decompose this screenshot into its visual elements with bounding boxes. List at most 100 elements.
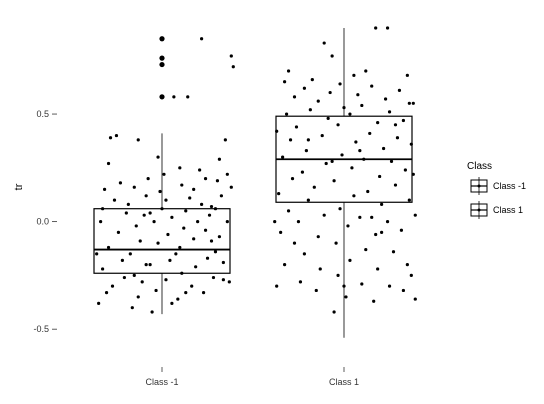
jitter-point — [132, 273, 136, 278]
jitter-point — [284, 112, 289, 116]
jitter-point — [130, 306, 134, 310]
jitter-point — [186, 95, 190, 99]
jitter-point — [148, 211, 152, 215]
jitter-point — [346, 224, 350, 228]
jitter-point — [144, 263, 148, 267]
jitter-point — [101, 207, 105, 211]
jitter-point — [97, 301, 101, 305]
jitter-point — [188, 196, 192, 200]
jitter-point — [290, 176, 295, 181]
jitter-point — [182, 226, 186, 230]
jitter-point — [168, 258, 172, 262]
jitter-point — [312, 185, 316, 189]
outlier-point — [159, 36, 165, 42]
jitter-point — [310, 78, 314, 82]
jitter-point — [126, 202, 130, 207]
jitter-point — [387, 110, 392, 114]
jitter-point — [370, 84, 374, 88]
jitter-point — [170, 215, 174, 219]
jitter-point — [205, 256, 210, 260]
jitter-point — [403, 168, 407, 172]
jitter-point — [302, 86, 306, 90]
jitter-point — [227, 280, 231, 284]
x-tick-label: Class -1 — [145, 377, 178, 387]
box-class-neg1 — [93, 208, 231, 274]
jitter-point — [176, 297, 180, 301]
jitter-point — [376, 121, 380, 125]
jitter-point — [142, 213, 146, 217]
jitter-point — [360, 103, 364, 108]
jitter-point — [152, 220, 156, 224]
jitter-point — [229, 54, 233, 58]
jitter-point — [336, 273, 340, 278]
jitter-point — [372, 299, 376, 303]
jitter-point — [288, 138, 293, 142]
jitter-point — [328, 90, 332, 95]
outlier-point — [159, 61, 165, 68]
jitter-point — [292, 95, 297, 99]
jitter-point — [200, 202, 204, 207]
jitter-point — [213, 250, 218, 254]
jitter-point — [144, 194, 148, 198]
jitter-point — [380, 230, 384, 234]
jitter-point — [304, 149, 308, 153]
jitter-point — [378, 174, 382, 179]
jitter-point — [108, 136, 113, 140]
jitter-point — [221, 278, 225, 282]
legend: Class Class -1 Class 1 — [467, 161, 526, 219]
jitter-point — [273, 220, 277, 224]
jitter-point — [198, 168, 202, 172]
jitter-point — [231, 65, 235, 69]
jitter-point — [286, 209, 291, 213]
jitter-point — [314, 288, 318, 293]
jitter-point — [150, 310, 154, 314]
jitter-point — [348, 258, 352, 262]
jitter-point — [184, 291, 188, 295]
jitter-point — [294, 125, 299, 129]
jitter-point — [340, 153, 344, 157]
x-axis: Class -1 Class 1 — [145, 367, 359, 387]
jitter-point — [196, 220, 200, 224]
jitter-point — [387, 284, 392, 288]
jitter-point — [106, 245, 111, 250]
jitter-point — [334, 241, 338, 245]
jitter-point — [352, 73, 356, 77]
jitter-point — [401, 118, 405, 123]
jitter-point — [217, 235, 222, 239]
plot-area — [93, 26, 417, 338]
jitter-point — [154, 288, 158, 293]
jitter-point — [358, 149, 362, 153]
jitter-point — [124, 211, 128, 215]
jitter-point — [336, 123, 340, 127]
jitter-point — [320, 133, 324, 138]
legend-key-point — [477, 208, 481, 212]
jitter-point — [364, 69, 368, 73]
jitter-point — [148, 263, 152, 267]
jitter-point — [385, 220, 390, 224]
jitter-point — [322, 213, 326, 217]
jitter-point — [391, 250, 396, 254]
jitter-point — [316, 235, 320, 239]
jitter-point — [409, 142, 413, 146]
jitter-point — [352, 194, 356, 198]
jitter-point — [413, 297, 417, 301]
jitter-point — [122, 275, 126, 280]
jitter-point — [342, 284, 346, 288]
jitter-point — [405, 73, 409, 77]
jitter-point — [211, 275, 216, 280]
jitter-point — [180, 183, 184, 187]
jitter-point — [138, 239, 142, 243]
outlier-point — [159, 55, 165, 61]
jitter-point — [385, 26, 390, 30]
jitter-point — [330, 54, 334, 58]
jitter-point — [104, 291, 109, 295]
jitter-point — [399, 228, 404, 232]
jitter-point — [380, 202, 384, 207]
jitter-point — [338, 207, 342, 211]
jitter-point — [324, 161, 328, 166]
jitter-point — [393, 183, 398, 187]
jitter-point — [362, 157, 366, 161]
jitter-point — [200, 37, 204, 41]
jitter-point — [225, 172, 229, 176]
jitter-point — [213, 207, 218, 211]
